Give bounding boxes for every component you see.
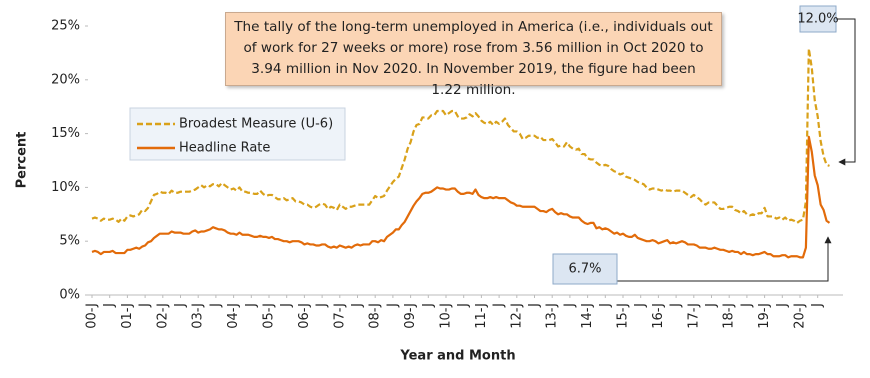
x-tick-label: J (775, 303, 790, 308)
x-tick-label: 02-J (155, 303, 170, 329)
x-tick-label: J (527, 303, 542, 308)
callout-connector (836, 18, 856, 166)
y-tick-label: 0% (59, 288, 80, 303)
x-tick-label: J (492, 303, 507, 308)
y-tick-label: 20% (51, 72, 80, 87)
x-tick-label: 04-J (226, 303, 241, 329)
x-tick-label: J (244, 303, 259, 308)
x-tick-label: J (421, 303, 436, 308)
x-tick-label: 11-J (474, 303, 489, 329)
x-tick-label: J (633, 303, 648, 308)
x-tick-label: 18-J (722, 303, 737, 329)
plot-area: 0%5%10%15%20%25%00-J J 01-J J 02-J J 03-J J 04-J… (51, 19, 843, 329)
line-series (91, 47, 830, 225)
x-tick-label: 15-J (616, 303, 631, 329)
x-tick-label: J (350, 303, 365, 308)
legend-label: Headline Rate (179, 141, 270, 156)
callout-connector (617, 236, 832, 282)
x-tick-label: J (208, 303, 223, 308)
x-tick-label: J (315, 303, 330, 308)
y-tick-label: 5% (59, 234, 80, 249)
y-axis-title: Percent (15, 132, 30, 189)
x-tick-label: 16-J (651, 303, 666, 329)
x-tick-label: 12-J (509, 303, 524, 329)
y-tick-label: 10% (51, 180, 80, 195)
x-tick-label: 17-J (686, 303, 701, 329)
x-tick-label: J (704, 303, 719, 308)
x-tick-label: J (385, 303, 400, 308)
x-tick-label: 07-J (332, 303, 347, 329)
x-tick-label: 10-J (439, 303, 454, 329)
x-tick-label: J (669, 303, 684, 308)
x-tick-label: 01-J (120, 303, 135, 329)
x-tick-label: 13-J (545, 303, 560, 329)
x-tick-label: 20-J (793, 303, 808, 329)
x-tick-label: J (739, 303, 754, 308)
callout-label: 12.0% (797, 12, 838, 27)
y-tick-label: 15% (51, 126, 80, 141)
x-tick-label: 09-J (403, 303, 418, 329)
x-tick-label: J (456, 303, 471, 308)
x-tick-label: 06-J (297, 303, 312, 329)
line-series (91, 135, 831, 259)
x-tick-label: J (173, 303, 188, 308)
x-tick-label: J (102, 303, 117, 308)
y-tick-label: 25% (51, 19, 80, 34)
legend-label: Broadest Measure (U-6) (179, 117, 333, 132)
x-tick-label: 00-J (85, 303, 100, 329)
x-tick-label: 08-J (368, 303, 383, 329)
x-tick-label: J (279, 303, 294, 308)
x-tick-label: J (810, 303, 825, 308)
x-tick-label: 14-J (580, 303, 595, 329)
legend (129, 107, 346, 161)
x-tick-label: 19-J (757, 303, 772, 329)
x-tick-label: 05-J (262, 303, 277, 329)
x-axis-title: Year and Month (399, 349, 515, 364)
x-tick-label: J (598, 303, 613, 308)
callout-box (799, 5, 837, 33)
x-tick-label: 03-J (191, 303, 206, 329)
annotation: The tally of the long-term unemployed in… (225, 12, 722, 98)
x-tick-label: J (562, 303, 577, 308)
x-tick-label: J (138, 303, 153, 308)
callout-box (552, 253, 618, 285)
callout-label: 6.7% (568, 262, 601, 277)
